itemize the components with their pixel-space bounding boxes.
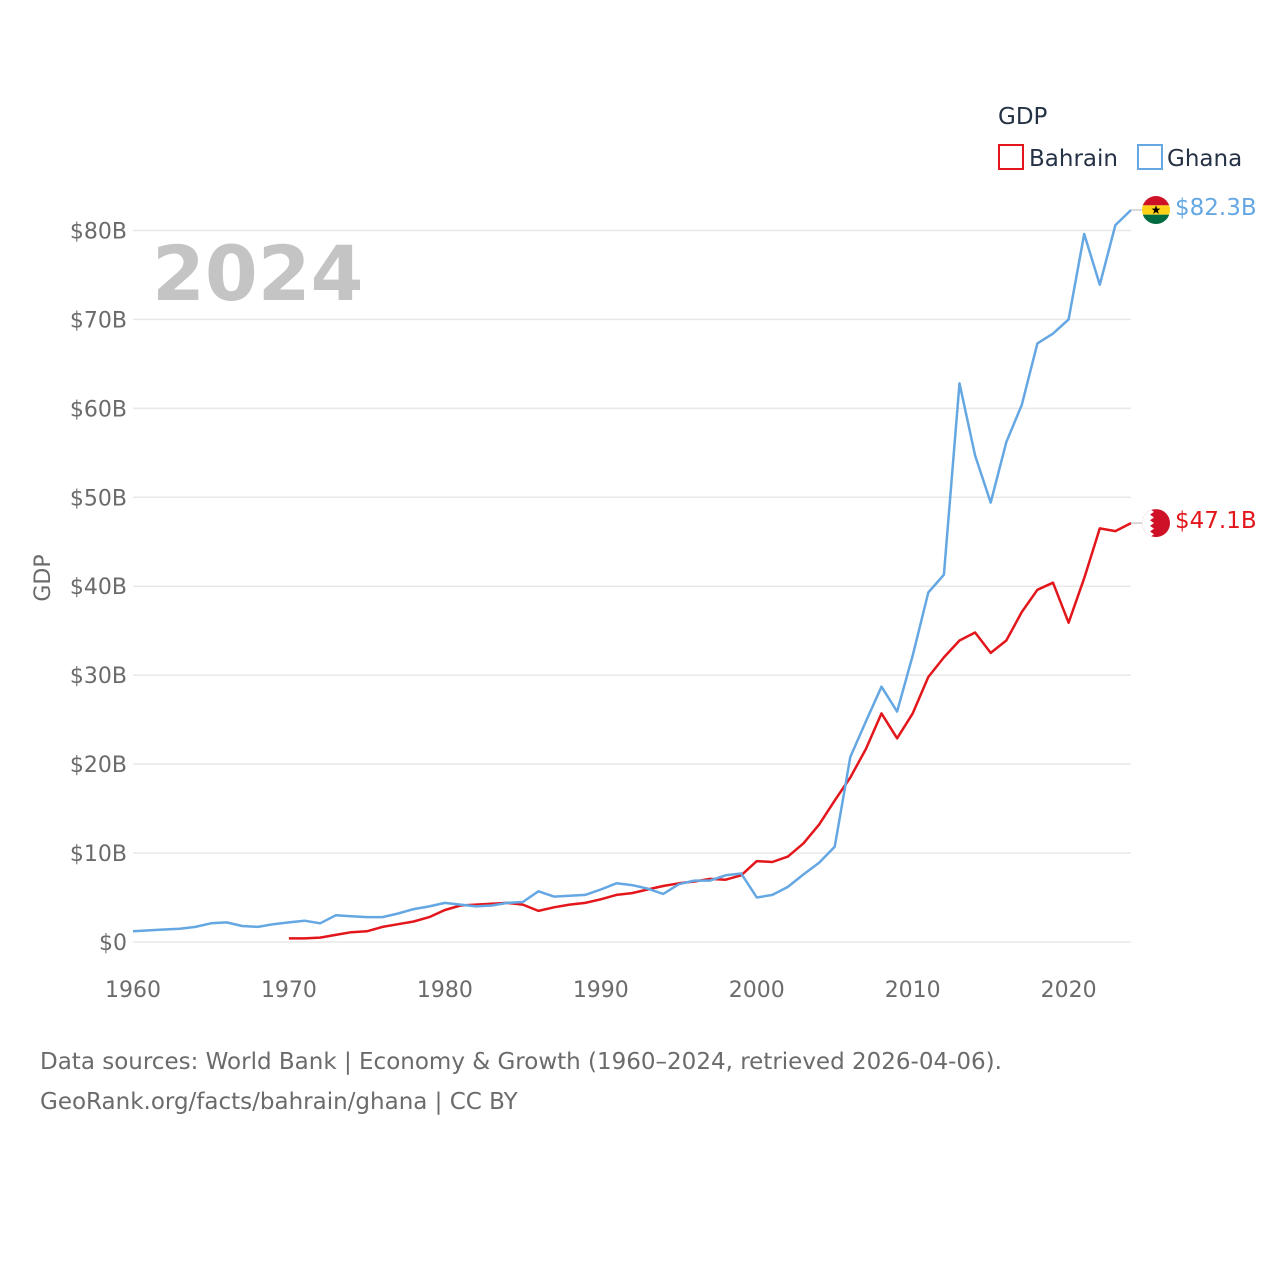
y-axis-label: GDP — [31, 554, 56, 601]
footer-sources: Data sources: World Bank | Economy & Gro… — [40, 1049, 1002, 1075]
y-tick-label: $80B — [70, 219, 127, 244]
x-tick-label: 2020 — [1041, 978, 1097, 1003]
x-tick-label: 2000 — [729, 978, 785, 1003]
legend: GDP Bahrain Ghana — [998, 104, 1242, 172]
footer: Data sources: World Bank | Economy & Gro… — [40, 1042, 1002, 1122]
legend-label-bahrain[interactable]: Bahrain — [1029, 146, 1118, 172]
bahrain-end-label: $47.1B — [1175, 508, 1257, 534]
y-tick-label: $10B — [70, 842, 127, 867]
ghana-end-label: $82.3B — [1175, 195, 1257, 221]
series-lines — [132, 209, 1142, 940]
grid-lines — [133, 229, 1131, 943]
x-tick-label: 1980 — [417, 978, 473, 1003]
y-tick-label: $50B — [70, 486, 127, 511]
year-watermark: 2024 — [152, 229, 364, 318]
legend-title: GDP — [998, 104, 1048, 130]
y-axis-ticks: $0 $10B $20B $30B $40B $50B $60B $70B $80B — [70, 219, 127, 956]
series-line-ghana — [132, 209, 1132, 933]
series-end-markers — [1142, 196, 1170, 538]
x-tick-label: 2010 — [885, 978, 941, 1003]
ghana-flag-icon — [1142, 196, 1170, 225]
y-tick-label: $70B — [70, 308, 127, 333]
bahrain-flag-icon — [1142, 509, 1170, 538]
series-line-bahrain — [288, 521, 1132, 940]
y-tick-label: $0 — [99, 931, 127, 956]
y-tick-label: $40B — [70, 575, 127, 600]
x-tick-label: 1960 — [105, 978, 161, 1003]
y-tick-label: $20B — [70, 753, 127, 778]
y-tick-label: $60B — [70, 397, 127, 422]
legend-swatch-bahrain[interactable] — [998, 144, 1024, 170]
gdp-line-chart: $0$10B$20B$30B$40B$50B$60B$70B$80B 1960 1… — [31, 104, 1257, 1003]
legend-swatch-ghana[interactable] — [1137, 144, 1163, 170]
footer-attribution: GeoRank.org/facts/bahrain/ghana | CC BY — [40, 1089, 518, 1115]
x-axis-ticks: 1960 1970 1980 1990 2000 2010 2020 — [105, 978, 1097, 1003]
x-tick-label: 1990 — [573, 978, 629, 1003]
y-tick-label: $30B — [70, 664, 127, 689]
legend-label-ghana[interactable]: Ghana — [1167, 146, 1242, 172]
x-tick-label: 1970 — [261, 978, 317, 1003]
